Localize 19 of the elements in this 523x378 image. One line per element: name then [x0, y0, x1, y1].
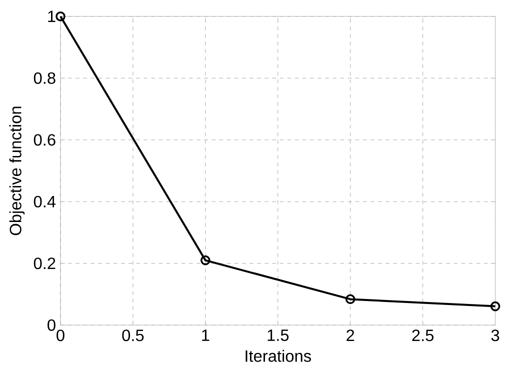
- point: [345, 294, 356, 304]
- x-tick-label: 0.5: [122, 330, 144, 342]
- x-tick-label: 0: [56, 330, 64, 342]
- y-tick-label: 0.6: [34, 134, 56, 146]
- x-tick-label: 1.5: [268, 330, 289, 341]
- y-tick-label: 0: [48, 319, 56, 331]
- x-tick-label: 3: [491, 330, 500, 342]
- y-tick-label: 0.8: [34, 72, 56, 84]
- x-tick-label: 2: [346, 330, 354, 341]
- x-tick-label: 1: [202, 330, 210, 341]
- y-tick-label: 1: [48, 10, 56, 22]
- y-tick-label: 0.4: [34, 196, 56, 208]
- x-axis-title: Iterations: [246, 350, 311, 362]
- point: [200, 255, 210, 266]
- y-axis-title: Objective function: [9, 106, 25, 236]
- y-tick-label: 0.2: [34, 258, 56, 270]
- point: [56, 11, 66, 22]
- x-tick-label: 2.5: [412, 330, 434, 342]
- point: [490, 301, 500, 312]
